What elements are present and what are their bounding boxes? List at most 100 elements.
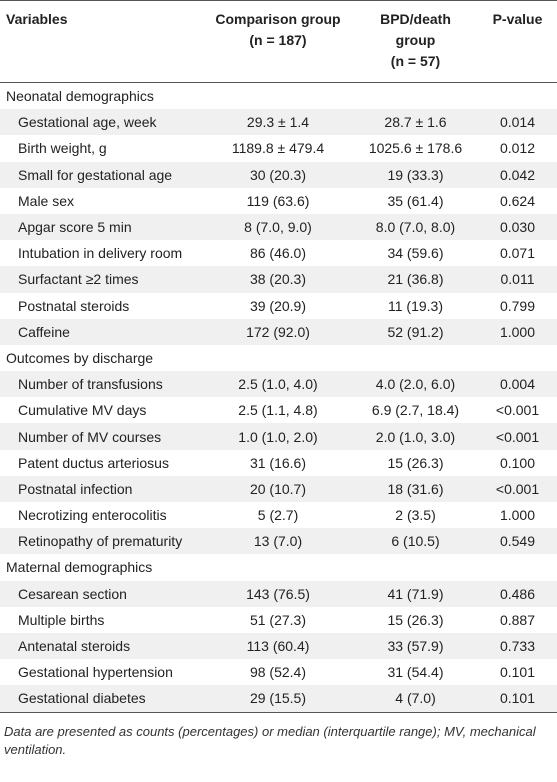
- row-label: Antenatal steroids: [0, 632, 203, 660]
- cell: 8 (7.0, 9.0): [203, 213, 353, 241]
- cell: 0.799: [499, 297, 536, 314]
- row-label: Patent ductus arteriosus: [18, 454, 169, 471]
- cell: 0.101: [499, 664, 536, 681]
- data-row: Apgar score 5 min 8 (7.0, 9.0) 8.0 (7.0, 8…: [0, 213, 557, 241]
- row-label: Gestational diabetes: [0, 685, 203, 713]
- cell: 0.887: [499, 611, 536, 628]
- cell: 28.7 ± 1.6: [353, 109, 478, 136]
- row-label: Cesarean section: [0, 580, 203, 607]
- cell: 1.0 (1.0, 2.0): [203, 423, 353, 450]
- cell: 18 (31.6): [353, 475, 478, 502]
- cell: 2 (3.5): [395, 507, 436, 524]
- data-row: Cumulative MV days 2.5 (1.1, 4.8) 6.9 (2.7…: [0, 397, 557, 423]
- header-text: P-value: [492, 11, 543, 27]
- cell: 41 (71.9): [353, 580, 478, 607]
- cell: 15 (26.3): [387, 454, 444, 471]
- header-text: BPD/death group: [380, 11, 451, 48]
- data-row: Gestational diabetes 29 (15.5) 4 (7.0) 0.10…: [0, 685, 557, 713]
- header-row: Variables Comparison group (n = 187) BPD/de…: [0, 0, 557, 83]
- cell: <0.001: [478, 423, 557, 450]
- cell: 2.5 (1.1, 4.8): [238, 402, 318, 419]
- cell: 0.071: [499, 245, 536, 262]
- cell: <0.001: [478, 475, 557, 502]
- cell: 0.624: [499, 192, 536, 209]
- cell: 113 (60.4): [203, 632, 353, 660]
- cell: 6.9 (2.7, 18.4): [371, 402, 460, 419]
- cell: 11 (19.3): [388, 297, 443, 314]
- header-cell: Comparison group (n = 187): [203, 0, 353, 83]
- cell: 143 (76.5): [203, 580, 353, 607]
- cell: 2.0 (1.0, 3.0): [353, 423, 478, 450]
- data-row: Postnatal infection 20 (10.7) 18 (31.6) <0.…: [0, 475, 557, 502]
- row-label: Birth weight, g: [18, 140, 107, 157]
- footnote: Data are presented as counts (percentage…: [4, 723, 536, 757]
- cell: 0.030: [478, 213, 557, 241]
- cell: 5 (2.7): [257, 507, 299, 524]
- cell: 172 (92.0): [203, 318, 353, 345]
- data-row: Antenatal steroids 113 (60.4) 33 (57.9) 0.7…: [0, 632, 557, 660]
- cell: 39 (20.9): [249, 297, 307, 314]
- row-label: Caffeine: [0, 318, 203, 345]
- cell: 15 (26.3): [387, 611, 444, 628]
- cell: 2.5 (1.0, 4.0): [203, 371, 353, 398]
- data-row: Surfactant ≥2 times 38 (20.3) 21 (36.8) 0.0…: [0, 266, 557, 293]
- cell: 19 (33.3): [353, 161, 478, 188]
- data-row: Birth weight, g 1189.8 ± 479.4 1025.6 ± 17…: [0, 135, 557, 161]
- row-label: Postnatal infection: [0, 475, 203, 502]
- header-text: Variables: [6, 11, 68, 27]
- cell: 20 (10.7): [203, 475, 353, 502]
- cell: 31 (16.6): [249, 454, 307, 471]
- cell: 0.733: [478, 632, 557, 660]
- cell: 0.101: [478, 685, 557, 713]
- header-cell: Variables: [0, 0, 203, 83]
- cell: 38 (20.3): [203, 266, 353, 293]
- cell: 33 (57.9): [353, 632, 478, 660]
- row-label: Apgar score 5 min: [0, 213, 203, 241]
- data-row: Postnatal steroids 39 (20.9) 11 (19.3) 0.79…: [0, 293, 557, 319]
- cell: 0.100: [499, 454, 536, 471]
- data-row: Gestational age, week 29.3 ± 1.4 28.7 ± 1.…: [0, 109, 557, 136]
- header-text: Comparison group: [215, 11, 341, 27]
- data-row: Male sex 119 (63.6) 35 (61.4) 0.624: [0, 188, 557, 214]
- cell: 0.014: [478, 109, 557, 136]
- table-body: Neonatal demographics Gestational age, we…: [0, 83, 557, 713]
- cell: 1.000: [499, 507, 536, 524]
- header-subtext: (n = 187): [249, 32, 307, 48]
- cell: 30 (20.3): [203, 161, 353, 188]
- row-label: Number of transfusions: [0, 371, 203, 398]
- cell: 86 (46.0): [249, 245, 307, 262]
- data-row: Number of transfusions 2.5 (1.0, 4.0) 4.0 …: [0, 371, 557, 398]
- section-row: Outcomes by discharge: [0, 345, 557, 371]
- cell: 6 (10.5): [353, 528, 478, 555]
- row-label: Gestational hypertension: [18, 664, 173, 681]
- cell: 1025.6 ± 178.6: [368, 140, 463, 157]
- cell: 8.0 (7.0, 8.0): [353, 213, 478, 241]
- data-row: Necrotizing enterocolitis 5 (2.7) 2 (3.5) 1…: [0, 502, 557, 528]
- header-cell: BPD/death group (n = 57): [353, 0, 478, 83]
- row-label: Number of MV courses: [0, 423, 203, 450]
- cell: 0.486: [478, 580, 557, 607]
- cell: 98 (52.4): [249, 664, 307, 681]
- cell: 0.549: [478, 528, 557, 555]
- section-row: Neonatal demographics: [0, 83, 557, 110]
- cell: 34 (59.6): [387, 245, 444, 262]
- data-row: Small for gestational age 30 (20.3) 19 (33…: [0, 161, 557, 188]
- cell: 0.042: [478, 161, 557, 188]
- row-label: Small for gestational age: [0, 161, 203, 188]
- cell: 0.012: [499, 140, 536, 157]
- data-row: Number of MV courses 1.0 (1.0, 2.0) 2.0 (1…: [0, 423, 557, 450]
- cell: 52 (91.2): [353, 318, 478, 345]
- cell: 119 (63.6): [246, 192, 310, 209]
- row-label: Intubation in delivery room: [18, 245, 183, 262]
- row-label: Multiple births: [18, 611, 105, 628]
- header-subtext: (n = 57): [390, 53, 441, 69]
- data-row: Multiple births 51 (27.3) 15 (26.3) 0.887: [0, 607, 557, 633]
- row-label: Surfactant ≥2 times: [0, 266, 203, 293]
- row-label: Cumulative MV days: [18, 402, 147, 419]
- cell: 4.0 (2.0, 6.0): [353, 371, 478, 398]
- row-label: Retinopathy of prematurity: [0, 528, 203, 555]
- row-label: Postnatal steroids: [18, 297, 130, 314]
- cell: 1189.8 ± 479.4: [231, 140, 325, 157]
- data-table: Variables Comparison group (n = 187) BPD/de…: [0, 0, 557, 713]
